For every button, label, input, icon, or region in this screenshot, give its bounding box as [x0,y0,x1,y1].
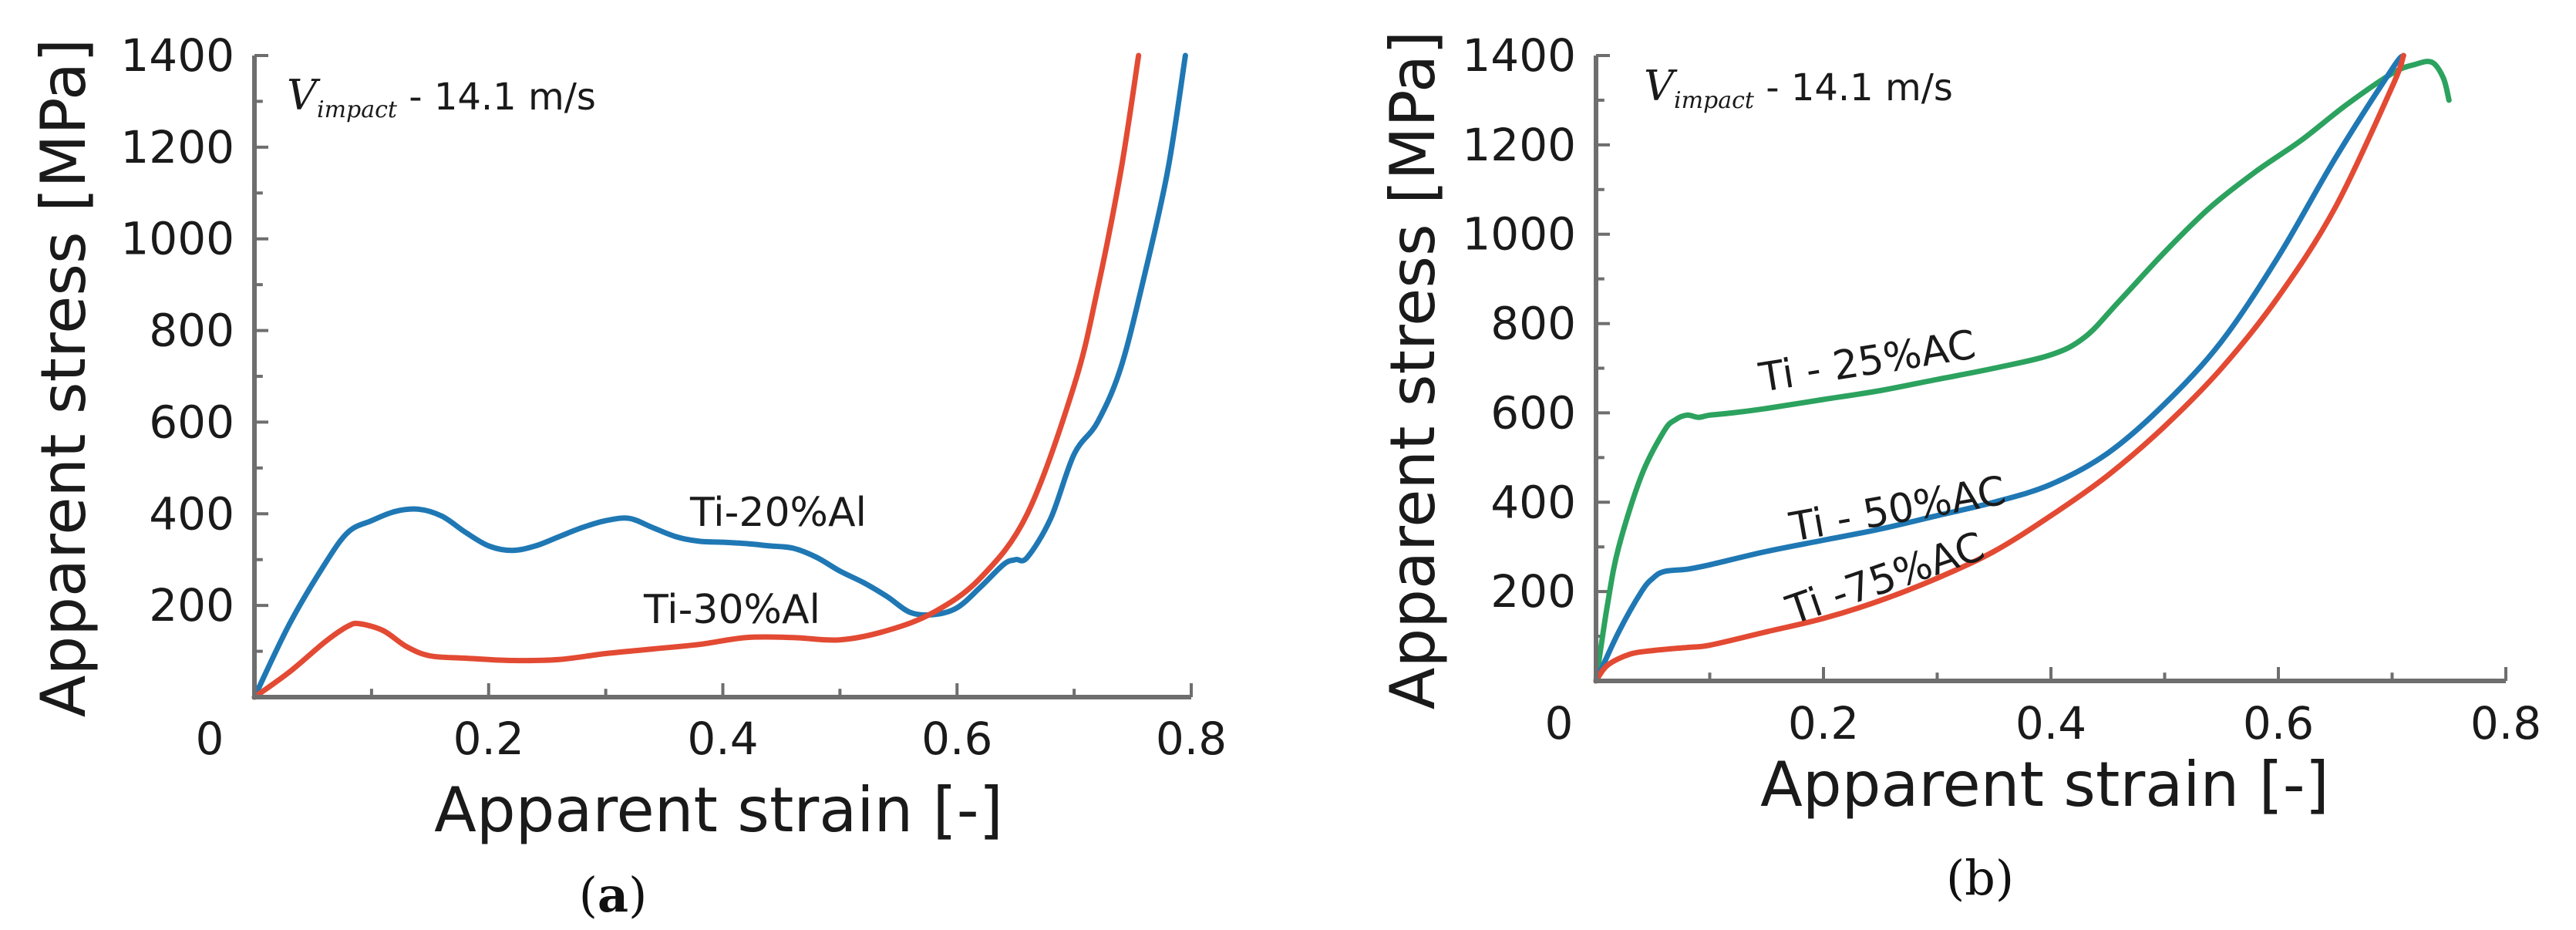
panel-a-caption-open: ( [579,867,598,923]
panel-b-x-tick-label-2: 0.4 [2015,697,2086,750]
panel-a-velocity-annotation: Vimpact - 14.1 m/s [287,71,596,123]
panel-a-label-ti-30al: Ti-30%Al [643,587,820,633]
panel-b-y-axis-title: Apparent stress [MPa] [1377,31,1449,709]
panel-b-x-tick-label-4: 0.8 [2470,697,2541,750]
panel-b-x-tick-label-3: 0.6 [2243,697,2314,750]
panel-a-velocity-subscript: impact [317,96,398,123]
panel-a-y-tick-labels: 200 400 600 800 1000 1200 1400 [120,29,234,632]
panel-a-x-tick-label-2: 0.4 [687,713,758,765]
panel-b-y-tick-label-1400: 1400 [1462,29,1576,82]
panel-a-y-tick-label-400: 400 [149,487,234,540]
panel-b-series-ti-75-ac [1593,52,2406,684]
panel-b-velocity-symbol: V [1644,62,1678,110]
panel-a-y-tick-label-1200: 1200 [120,121,234,174]
panel-b-x-tick-label-1: 0.2 [1788,697,1859,750]
panel-b-y-tick-label-600: 600 [1490,386,1576,439]
panel-a-label-ti-20al: Ti-20%Al [689,490,867,536]
panel-a-origin-label: 0 [196,713,224,765]
panel-a-x-axis-title: Apparent strain [-] [434,774,1003,846]
panel-a-caption-letter: a [598,867,628,923]
panel-a-series [251,52,1188,700]
panel-a-caption-close: ) [628,867,647,923]
panel-a-x-tick-label-3: 0.6 [921,713,992,765]
panel-b-y-tick-labels: 200 400 600 800 1000 1200 1400 [1462,29,1576,618]
panel-a-velocity-symbol: V [287,71,321,120]
panel-b-series [1593,52,2452,684]
panel-b-velocity-subscript: impact [1674,87,1755,114]
panel-a-y-tick-label-600: 600 [149,396,234,448]
panel-b-origin-label: 0 [1545,697,1574,750]
panel-b-label-ti-25ac: Ti - 25%AC [1756,322,1979,402]
panel-a-y-tick-label-800: 800 [149,305,234,357]
panel-a-velocity-value: - 14.1 m/s [397,76,596,119]
panel-b-velocity-value: - 14.1 m/s [1754,66,1953,110]
panel-b-tick-marks [1594,54,2507,681]
panel-b-caption: (b) [1946,850,2014,906]
panel-a-y-tick-label-200: 200 [149,579,234,632]
panel-b-series-ti-25-ac [1593,59,2452,684]
panel-b-y-tick-label-800: 800 [1490,298,1576,350]
panel-b-y-tick-label-1000: 1000 [1462,208,1576,261]
panel-a-x-tick-label-4: 0.8 [1156,713,1227,765]
panel-b-x-tick-labels: 0.2 0.4 0.6 0.8 [1788,697,2541,750]
panel-b-x-axis-title: Apparent strain [-] [1760,749,2329,820]
panel-a-y-tick-label-1000: 1000 [120,213,234,265]
panel-b-y-tick-label-400: 400 [1490,476,1576,528]
panel-a-caption: (a) [579,867,648,923]
panel-a-y-axis-title: Apparent stress [MPa] [28,39,99,717]
panel-b-velocity-annotation: Vimpact - 14.1 m/s [1644,62,1953,114]
panel-a-x-tick-labels: 0.2 0.4 0.6 0.8 [453,713,1227,765]
panel-b-series-ti-50-ac [1593,52,2406,684]
panel-a-series-ti-30-al [251,52,1142,700]
panel-a-series-ti-20-al [251,52,1188,700]
panel-b-y-tick-label-200: 200 [1490,565,1576,618]
panel-a-y-tick-label-1400: 1400 [120,29,234,82]
panel-a-x-tick-label-1: 0.2 [453,713,524,765]
panel-b-y-tick-label-1200: 1200 [1462,119,1576,171]
